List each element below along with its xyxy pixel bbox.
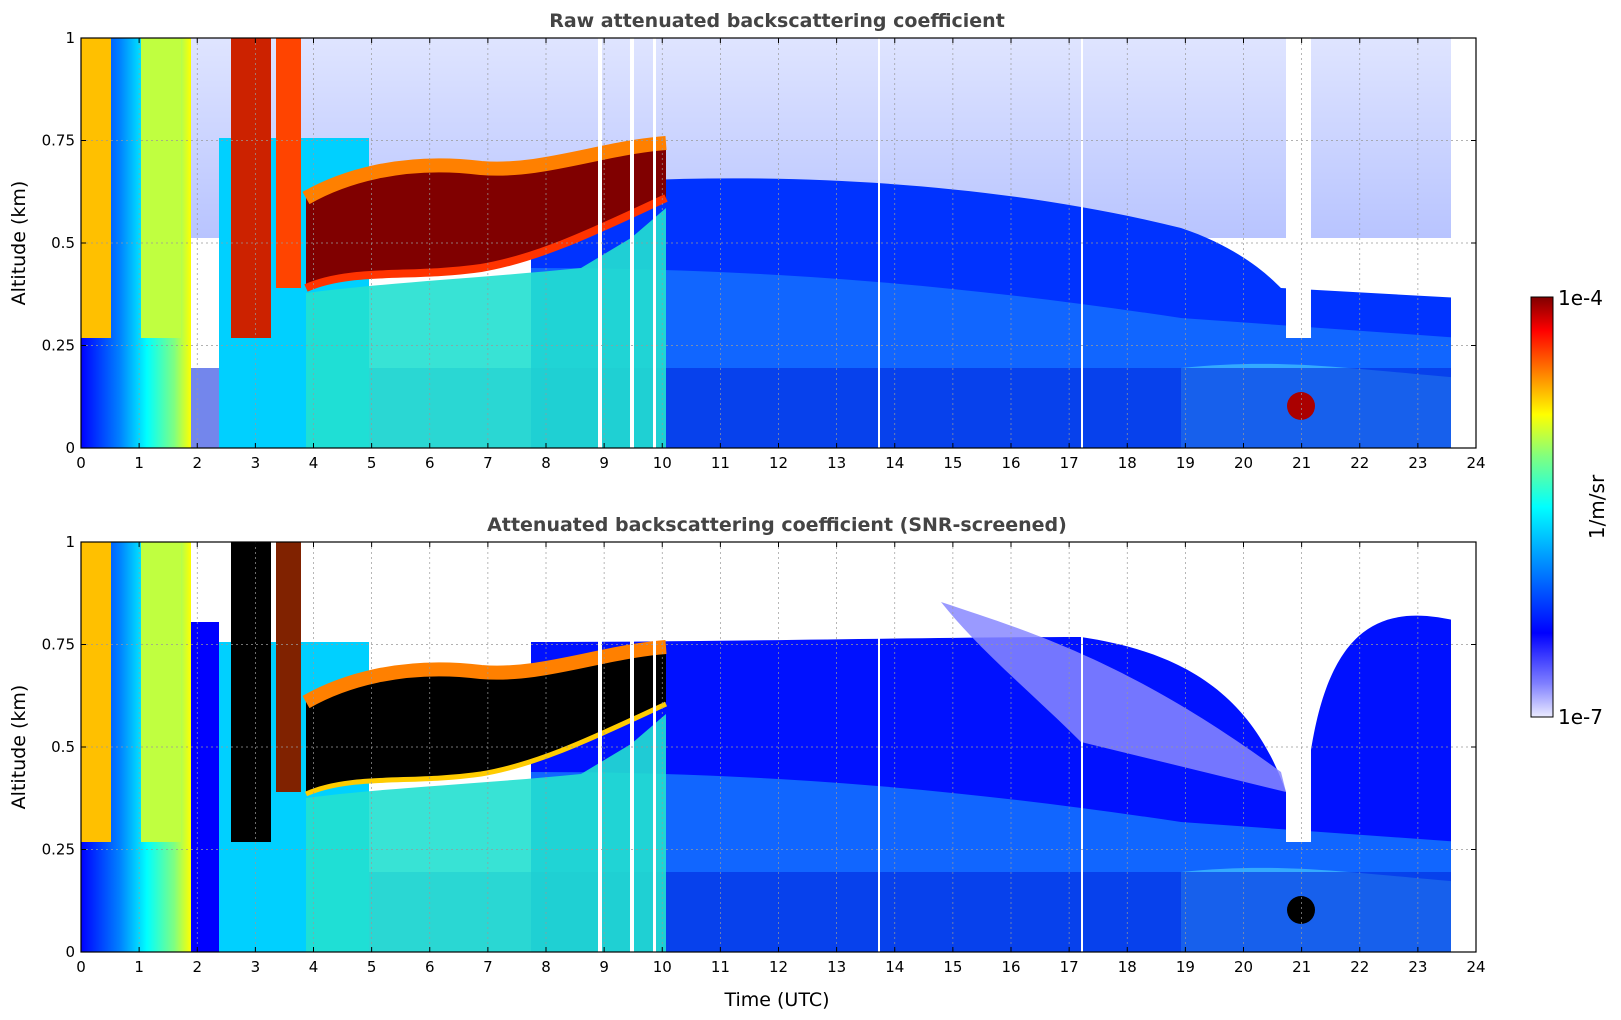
colorbar-unit-label: 1/m/sr xyxy=(1585,474,1609,539)
x-tick-label: 15 xyxy=(943,454,962,472)
x-tick-label: 24 xyxy=(1466,958,1485,976)
x-tick-label: 1 xyxy=(134,454,144,472)
x-tick-label: 23 xyxy=(1408,454,1427,472)
x-tick-label: 12 xyxy=(769,454,788,472)
top-panel-title: Raw attenuated backscattering coefficien… xyxy=(549,10,1005,32)
bottom-y-ticks: 0 0.25 0.5 0.75 1 xyxy=(42,533,1476,961)
x-tick-label: 3 xyxy=(251,454,261,472)
x-tick-label: 7 xyxy=(483,958,493,976)
y-tick-label: 0 xyxy=(65,943,75,961)
y-tick-label: 0.25 xyxy=(42,337,75,355)
y-tick-label: 1 xyxy=(65,533,75,551)
top-grid xyxy=(81,38,1476,448)
x-tick-label: 16 xyxy=(1001,454,1020,472)
y-tick-label: 0.25 xyxy=(42,841,75,859)
x-tick-label: 7 xyxy=(483,454,493,472)
x-tick-label: 11 xyxy=(711,958,730,976)
colorbar-min-label: 1e-7 xyxy=(1558,705,1603,729)
colorbar-gradient xyxy=(1530,296,1554,718)
x-tick-label: 17 xyxy=(1060,958,1079,976)
x-tick-label: 6 xyxy=(425,958,435,976)
x-tick-label: 22 xyxy=(1350,454,1369,472)
y-tick-label: 0.5 xyxy=(51,738,75,756)
x-tick-label: 20 xyxy=(1234,958,1253,976)
y-tick-label: 0.5 xyxy=(51,234,75,252)
x-tick-label: 13 xyxy=(827,958,846,976)
x-tick-label: 14 xyxy=(885,958,904,976)
x-tick-label: 20 xyxy=(1234,454,1253,472)
x-tick-label: 3 xyxy=(251,958,261,976)
raw-backscatter-panel: Raw attenuated backscattering coefficien… xyxy=(8,10,1486,472)
x-tick-label: 5 xyxy=(367,454,377,472)
bottom-x-ticks: 0 1 2 3 4 5 6 7 8 9 10 11 12 13 14 15 16 17 18 19 20 21 22 23 24 xyxy=(76,542,1486,976)
x-tick-label: 2 xyxy=(192,454,202,472)
colorbar: 1e-4 1e-7 1/m/sr xyxy=(1530,286,1609,729)
x-tick-label: 9 xyxy=(599,454,609,472)
x-tick-label: 1 xyxy=(134,958,144,976)
x-tick-label: 0 xyxy=(76,958,86,976)
x-tick-label: 15 xyxy=(943,958,962,976)
x-tick-label: 23 xyxy=(1408,958,1427,976)
x-axis-label: Time (UTC) xyxy=(723,989,829,1011)
x-tick-label: 22 xyxy=(1350,958,1369,976)
x-tick-label: 18 xyxy=(1118,958,1137,976)
bottom-panel-title: Attenuated backscattering coefficient (S… xyxy=(487,514,1067,536)
y-tick-label: 0.75 xyxy=(42,636,75,654)
x-tick-label: 10 xyxy=(653,958,672,976)
x-tick-label: 11 xyxy=(711,454,730,472)
top-x-ticks: 0 1 2 3 4 5 6 7 8 9 10 11 12 13 14 15 16 17 18 19 20 21 22 23 24 xyxy=(76,38,1486,472)
x-tick-label: 24 xyxy=(1466,454,1485,472)
top-heatmap-area xyxy=(81,38,1476,448)
x-tick-label: 4 xyxy=(309,454,319,472)
bottom-grid xyxy=(81,542,1476,952)
x-tick-label: 4 xyxy=(309,958,319,976)
x-tick-label: 13 xyxy=(827,454,846,472)
x-tick-label: 16 xyxy=(1001,958,1020,976)
x-tick-label: 0 xyxy=(76,454,86,472)
x-tick-label: 21 xyxy=(1292,454,1311,472)
x-tick-label: 19 xyxy=(1176,958,1195,976)
top-y-axis-label: Altitude (km) xyxy=(8,181,30,306)
snr-screened-panel: Attenuated backscattering coefficient (S… xyxy=(8,514,1486,1011)
x-tick-label: 17 xyxy=(1060,454,1079,472)
x-tick-label: 12 xyxy=(769,958,788,976)
y-tick-label: 0.75 xyxy=(42,132,75,150)
x-tick-label: 2 xyxy=(192,958,202,976)
x-tick-label: 10 xyxy=(653,454,672,472)
bottom-y-axis-label: Altitude (km) xyxy=(8,685,30,810)
x-tick-label: 19 xyxy=(1176,454,1195,472)
x-tick-label: 14 xyxy=(885,454,904,472)
x-tick-label: 6 xyxy=(425,454,435,472)
x-tick-label: 9 xyxy=(599,958,609,976)
x-tick-label: 8 xyxy=(541,958,551,976)
y-tick-label: 0 xyxy=(65,439,75,457)
y-tick-label: 1 xyxy=(65,29,75,47)
x-tick-label: 21 xyxy=(1292,958,1311,976)
colorbar-max-label: 1e-4 xyxy=(1558,286,1603,310)
x-tick-label: 18 xyxy=(1118,454,1137,472)
top-y-ticks: 0 0.25 0.5 0.75 1 xyxy=(42,29,1476,457)
x-tick-label: 8 xyxy=(541,454,551,472)
x-tick-label: 5 xyxy=(367,958,377,976)
